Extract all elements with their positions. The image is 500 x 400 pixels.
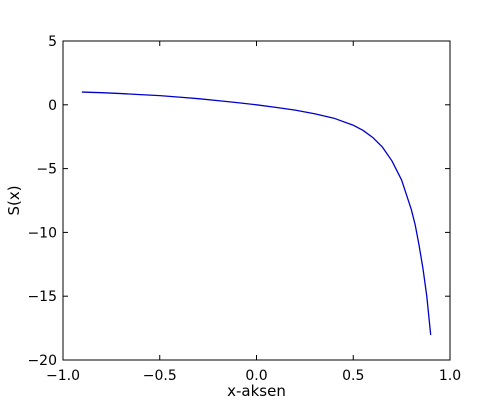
y-tick-label: −10: [27, 225, 57, 241]
y-tick-label: 5: [48, 34, 57, 50]
y-axis-label: S(x): [5, 185, 23, 215]
y-tick-label: −20: [27, 353, 57, 369]
x-tick-label: 0.5: [342, 368, 364, 384]
x-tick-label: −0.5: [143, 368, 177, 384]
y-tick-label: −5: [36, 162, 57, 178]
x-tick-label: 1.0: [439, 368, 461, 384]
y-tick-label: 0: [48, 98, 57, 114]
series-layer: [81, 91, 432, 336]
tick-layer: −1.0 −0.5 0.0 0.5 1.0 5 0 −5 −10 −15 −20: [27, 34, 461, 384]
series-line: [81, 91, 432, 336]
x-tick-label: −1.0: [46, 368, 80, 384]
x-axis-label: x-aksen: [227, 382, 286, 400]
y-tick-label: −15: [27, 289, 57, 305]
x-tick-label: 0.0: [245, 368, 267, 384]
